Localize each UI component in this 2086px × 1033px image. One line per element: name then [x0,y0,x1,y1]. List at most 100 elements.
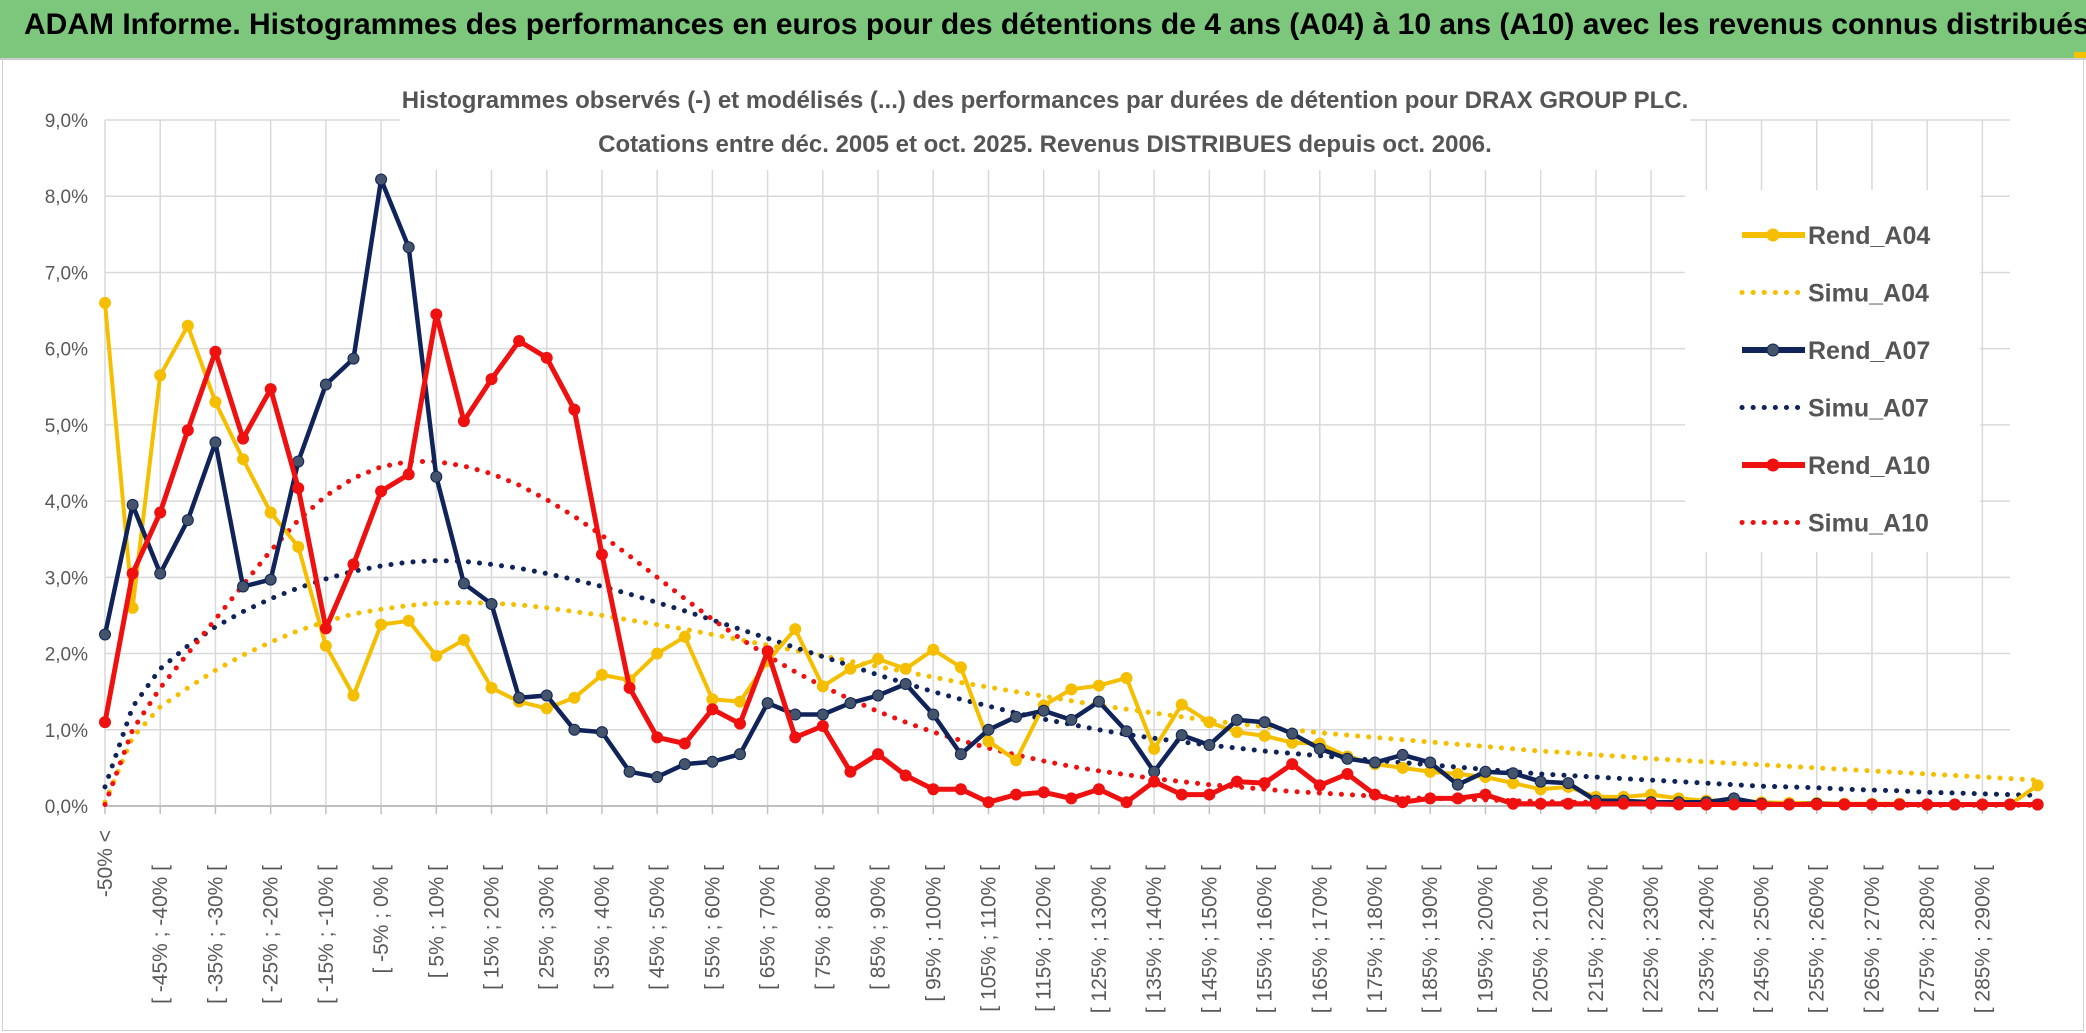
data-point-Rend_A10 [651,731,664,744]
data-point-Rend_A07 [513,691,526,704]
data-point-Rend_A10 [181,424,194,437]
data-point-Rend_A04 [1120,671,1133,684]
x-tick-label: [ 15% ; 20% [ [481,865,504,990]
data-point-Rend_A07 [264,573,277,586]
data-point-Rend_A07 [651,771,664,784]
x-tick-label: [ 245% ; 250% [ [1751,865,1774,1013]
data-point-Rend_A04 [1175,698,1188,711]
data-point-Rend_A07 [761,697,774,710]
data-point-Rend_A10 [816,719,829,732]
report-title: ADAM Informe. Histogrammes des performan… [24,8,2086,41]
x-tick-label: [ 255% ; 260% [ [1806,865,1829,1013]
data-point-Rend_A10 [1230,775,1243,788]
x-tick-label: [ 175% ; 180% [ [1364,865,1387,1013]
data-point-Rend_A10 [1534,797,1547,810]
data-point-Rend_A07 [209,436,222,449]
x-tick-label: [ 135% ; 140% [ [1143,865,1166,1013]
data-point-Rend_A07 [982,723,995,736]
y-axis: 0,0% 1,0% 2,0% 3,0% 4,0% 5,0% 6,0% 7,0% 8,0% 9,0% [45,111,88,818]
data-point-Rend_A10 [1148,775,1161,788]
y-tick-label: 0,0% [45,797,88,818]
x-tick-label: [ 215% ; 220% [ [1585,865,1608,1013]
data-point-Rend_A07 [485,598,498,611]
data-point-Rend_A07 [99,628,111,641]
data-point-Rend_A04 [954,661,967,674]
legend-label: Rend_A07 [1808,337,1930,365]
x-tick-label: [ 185% ; 190% [ [1419,865,1442,1013]
data-point-Rend_A10 [1589,797,1602,810]
data-point-Rend_A04 [734,695,746,708]
data-point-Rend_A07 [844,697,857,710]
data-point-Rend_A10 [1893,798,1906,811]
data-point-Rend_A10 [954,783,967,796]
data-point-Rend_A07 [1534,775,1547,788]
data-point-Rend_A04 [982,735,995,748]
x-tick-label: [ 95% ; 100% [ [922,865,945,1002]
data-point-Rend_A04 [816,680,829,693]
data-point-Rend_A10 [1479,788,1492,801]
data-point-Rend_A04 [237,453,250,466]
data-point-Rend_A07 [927,708,940,721]
data-point-Rend_A10 [706,703,719,716]
data-point-Rend_A07 [540,689,553,702]
legend-label: Simu_A04 [1808,280,1929,308]
x-tick-label: [ 105% ; 110% [ [977,865,1000,1012]
data-point-Rend_A04 [181,319,194,332]
data-point-Rend_A07 [816,708,829,721]
x-tick-label: [ 125% ; 130% [ [1088,865,1111,1013]
data-point-Rend_A10 [568,403,581,416]
data-point-Rend_A07 [375,173,388,186]
data-point-Rend_A04 [1092,679,1105,692]
legend-label: Rend_A10 [1808,452,1930,480]
data-point-Rend_A10 [1562,797,1575,810]
x-tick-label: [ 65% ; 70% [ [757,865,780,990]
data-point-Rend_A10 [1286,758,1299,771]
data-point-Rend_A07 [899,678,912,691]
data-point-Rend_A07 [1065,713,1078,726]
chart-title: Histogrammes observés (-) et modélisés (… [402,87,1689,114]
data-point-Rend_A10 [1645,797,1658,810]
chart-frame [2,58,2084,1031]
data-point-Rend_A10 [1424,792,1437,805]
data-point-Rend_A07 [319,378,332,391]
data-point-Rend_A10 [1092,783,1105,796]
x-tick-label: [ -25% ; -20% [ [260,865,283,1004]
data-point-Rend_A10 [540,351,553,364]
legend-label: Simu_A07 [1808,395,1929,423]
legend-marker [1766,458,1780,472]
data-point-Rend_A04 [1258,729,1271,742]
chart-legend: Rend_A04 Simu_A04 Rend_A07 Simu_A07 Rend_A10… [1739,222,1930,538]
y-tick-label: 3,0% [45,568,88,589]
x-tick-label: [ -15% ; -10% [ [315,865,338,1004]
data-point-Rend_A10 [1203,788,1216,801]
data-point-Rend_A07 [1037,704,1050,717]
data-point-Rend_A04 [678,630,691,643]
data-point-Rend_A10 [99,716,111,729]
x-tick-label: [ 205% ; 210% [ [1530,865,1553,1013]
data-point-Rend_A07 [1451,778,1464,791]
data-point-Rend_A07 [595,726,608,739]
data-point-Rend_A04 [568,691,581,704]
data-point-Rend_A10 [982,796,995,809]
data-point-Rend_A10 [1313,779,1326,792]
data-point-Rend_A10 [734,717,746,730]
data-point-Rend_A10 [237,432,250,445]
data-point-Rend_A04 [457,633,470,646]
data-point-Rend_A10 [1810,798,1823,811]
data-point-Rend_A04 [292,540,305,553]
x-tick-label: -50% < [94,830,117,897]
data-point-Rend_A10 [1175,788,1188,801]
data-point-Rend_A10 [623,681,636,694]
data-point-Rend_A07 [678,758,691,771]
x-tick-label: [ 265% ; 270% [ [1861,865,1884,1013]
data-point-Rend_A04 [347,689,360,702]
data-point-Rend_A07 [568,723,581,736]
data-point-Rend_A10 [375,485,388,498]
data-point-Rend_A10 [1672,798,1685,811]
x-tick-label: [ 35% ; 40% [ [591,865,614,990]
report-banner: ADAM Informe. Histogrammes des performan… [0,0,2086,60]
legend-label: Simu_A10 [1808,510,1929,538]
data-point-Rend_A04 [1230,726,1243,739]
data-point-Rend_A04 [2031,779,2044,792]
